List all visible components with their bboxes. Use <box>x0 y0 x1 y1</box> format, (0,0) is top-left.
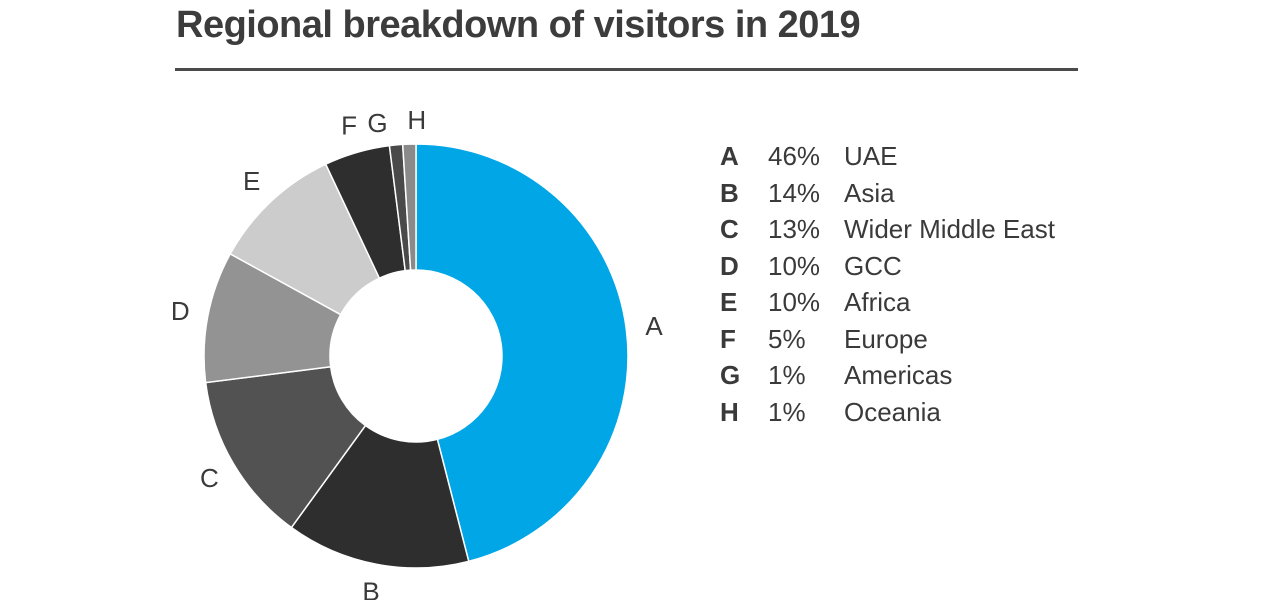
legend-region: GCC <box>844 250 902 281</box>
legend-item-g: G 1% Americas <box>720 357 1055 394</box>
legend-percent: 13% <box>768 214 821 244</box>
legend-region: Africa <box>844 287 911 317</box>
slice-label-b: B <box>362 577 379 600</box>
legend-percent: 10% <box>768 250 821 281</box>
legend-percent: 46% <box>768 141 821 171</box>
legend-key: G <box>720 360 741 390</box>
legend-region: Europe <box>844 323 928 354</box>
legend-item-c: C 13% Wider Middle East <box>720 211 1055 248</box>
slice-label-g: G <box>367 108 387 138</box>
legend-region: UAE <box>844 141 898 171</box>
legend-percent: 10% <box>768 287 821 317</box>
legend-item-d: D 10% GCC <box>720 248 1055 285</box>
legend-region: Wider Middle East <box>844 214 1055 244</box>
slice-label-e: E <box>243 166 260 196</box>
legend-key: F <box>720 323 736 354</box>
chart-title: Regional breakdown of visitors in 2019 <box>176 4 861 46</box>
slice-label-a: A <box>645 311 663 341</box>
slice-label-h: H <box>407 105 426 135</box>
legend-item-f: F 5% Europe <box>720 321 1055 358</box>
legend-region: Asia <box>844 177 895 208</box>
chart-legend: A 46% UAE B 14% Asia C 13% Wider Middle East D 10%… <box>720 138 1055 430</box>
slice-a <box>415 143 629 563</box>
title-divider <box>175 68 1078 71</box>
legend-key: D <box>720 250 739 281</box>
donut-slice-labels: A B C D E F G H <box>171 105 664 600</box>
slice-h <box>401 143 417 271</box>
donut-slices <box>203 143 629 569</box>
legend-region: Oceania <box>844 396 941 427</box>
legend-region: Americas <box>844 360 953 390</box>
legend-key: C <box>720 214 739 244</box>
slice-label-c: C <box>200 463 219 493</box>
slice-label-d: D <box>171 296 190 326</box>
slice-b <box>290 424 470 569</box>
legend-key: A <box>720 141 739 171</box>
legend-percent: 5% <box>768 323 806 354</box>
legend-item-a: A 46% UAE <box>720 138 1055 175</box>
legend-percent: 1% <box>768 396 806 427</box>
slice-c <box>204 365 367 529</box>
legend-key: H <box>720 396 739 427</box>
legend-item-h: H 1% Oceania <box>720 394 1055 431</box>
slice-label-f: F <box>341 111 357 141</box>
legend-key: E <box>720 287 738 317</box>
legend-item-b: B 14% Asia <box>720 175 1055 212</box>
legend-percent: 1% <box>768 360 806 390</box>
legend-item-e: E 10% Africa <box>720 284 1055 321</box>
legend-percent: 14% <box>768 177 821 208</box>
legend-key: B <box>720 177 739 208</box>
